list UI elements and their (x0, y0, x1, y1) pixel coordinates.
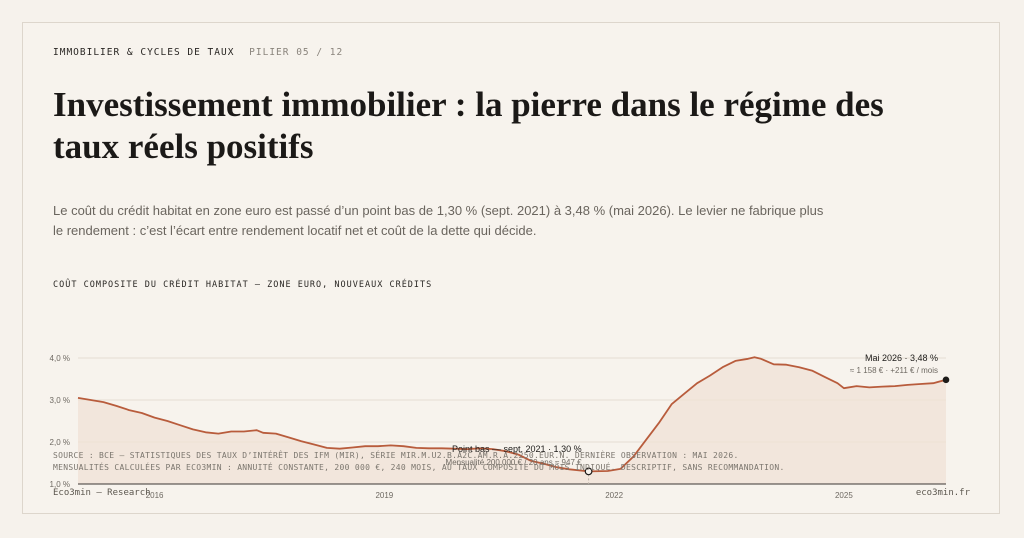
low-point-label: Point bas — sept. 2021 · 1,30 % (452, 444, 582, 454)
series-line (77, 356, 947, 473)
source-line-1: SOURCE : BCE — STATISTIQUES DES TAUX D’I… (53, 451, 739, 460)
lede-paragraph: Le coût du crédit habitat en zone euro e… (53, 203, 824, 238)
source-line-2: MENSUALITÉS CALCULÉES PAR ECO3MIN : ANNU… (53, 463, 785, 472)
y-tick-label: 4,0 % (50, 354, 70, 363)
y-tick-label: 3,0 % (50, 396, 70, 405)
kicker: IMMOBILIER & CYCLES DE TAUX PILIER 05 / … (53, 47, 343, 58)
x-tick-label: 2019 (375, 491, 393, 500)
x-tick-label: 2025 (835, 491, 853, 500)
latest-point-marker (942, 376, 950, 384)
kicker-pillar: PILIER 05 / 12 (249, 47, 344, 58)
latest-point-sublabel: ≈ 1 158 € · +211 € / mois (850, 366, 938, 375)
footer-site-link[interactable]: eco3min.fr (915, 488, 970, 498)
kicker-section: IMMOBILIER & CYCLES DE TAUX (53, 47, 235, 58)
low-point-sublabel: Mensualité 200 000 € / 20 ans ≈ 947 € (446, 458, 583, 467)
chart-title: COÛT COMPOSITE DU CRÉDIT HABITAT — ZONE … (53, 280, 433, 290)
latest-point-label: Mai 2026 · 3,48 % (865, 353, 938, 363)
low-point-marker (584, 467, 593, 476)
series-area (78, 357, 946, 484)
footer-brand: Eco3min — Research (53, 488, 151, 498)
y-tick-label: 1,0 % (50, 480, 70, 489)
page-title: Investissement immobilier : la pierre da… (53, 85, 884, 166)
x-tick-label: 2022 (605, 491, 623, 500)
source-note: SOURCE : BCE — STATISTIQUES DES TAUX D’I… (53, 450, 785, 474)
x-tick-label: 2016 (146, 491, 164, 500)
y-tick-label: 2,0 % (50, 438, 70, 447)
